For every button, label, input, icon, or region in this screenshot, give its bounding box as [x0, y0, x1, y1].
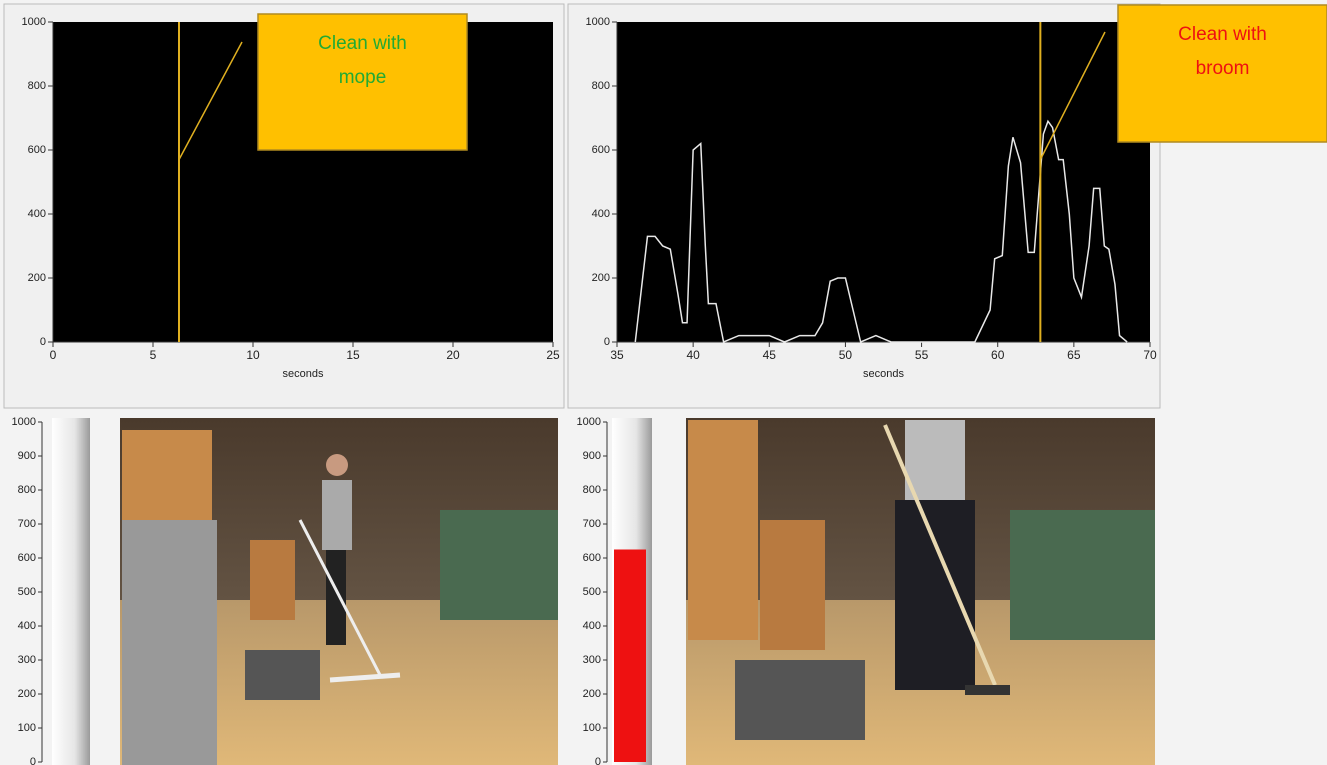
x-tick-label: 40	[686, 348, 700, 362]
gauge-tick-label: 500	[18, 586, 36, 598]
gauge-tick-label: 200	[583, 688, 601, 700]
y-tick-label: 600	[592, 144, 610, 156]
gauge-tube	[52, 418, 90, 765]
plot-area	[617, 22, 1150, 342]
gauge-fill	[614, 549, 646, 762]
y-tick-label: 200	[592, 272, 610, 284]
video-frame	[120, 418, 558, 765]
gauge-tick-label: 600	[583, 552, 601, 564]
annotation-box	[257, 13, 468, 151]
x-axis-label: seconds	[863, 368, 904, 380]
x-tick-label: 60	[991, 348, 1005, 362]
gauge-tick-label: 300	[583, 654, 601, 666]
y-tick-label: 200	[28, 272, 46, 284]
y-tick-label: 0	[604, 336, 610, 348]
annotation-text: Clean with	[1178, 24, 1267, 45]
y-tick-label: 800	[28, 80, 46, 92]
gauge-tick-label: 400	[18, 620, 36, 632]
x-tick-label: 70	[1143, 348, 1157, 362]
y-tick-label: 1000	[586, 16, 610, 28]
gauge-tick-label: 1000	[12, 416, 36, 428]
x-tick-label: 65	[1067, 348, 1081, 362]
gauge-tick-label: 800	[18, 484, 36, 496]
x-tick-label: 20	[446, 348, 460, 362]
x-tick-label: 0	[50, 348, 57, 362]
y-tick-label: 600	[28, 144, 46, 156]
annotation-text: Clean with	[318, 33, 407, 54]
y-tick-label: 400	[28, 208, 46, 220]
video-frame	[686, 418, 1155, 765]
gauge-tick-label: 300	[18, 654, 36, 666]
x-tick-label: 25	[546, 348, 560, 362]
gauge-tick-label: 1000	[577, 416, 601, 428]
gauge-tick-label: 500	[583, 586, 601, 598]
y-tick-label: 400	[592, 208, 610, 220]
data-line	[634, 119, 1128, 344]
annotation-text: broom	[1196, 58, 1250, 79]
gauge-tick-label: 100	[583, 722, 601, 734]
leader-line	[178, 41, 243, 160]
annotation-box	[1117, 4, 1327, 143]
gauge-tick-label: 600	[18, 552, 36, 564]
gauge-tick-label: 0	[30, 756, 36, 765]
gauge-tick-label: 400	[583, 620, 601, 632]
gauge-tick-label: 900	[18, 450, 36, 462]
annotation-text: mope	[339, 67, 387, 88]
gauge-tick-label: 900	[583, 450, 601, 462]
x-tick-label: 55	[915, 348, 929, 362]
x-tick-label: 15	[346, 348, 360, 362]
gauge-tick-label: 800	[583, 484, 601, 496]
gauge-tick-label: 100	[18, 722, 36, 734]
gauge-tick-label: 0	[595, 756, 601, 765]
x-tick-label: 5	[150, 348, 157, 362]
y-tick-label: 0	[40, 336, 46, 348]
leader-line	[1039, 31, 1106, 160]
x-tick-label: 35	[610, 348, 624, 362]
gauge-tick-label: 700	[18, 518, 36, 530]
x-tick-label: 50	[839, 348, 853, 362]
gauge-tick-label: 700	[583, 518, 601, 530]
x-tick-label: 10	[246, 348, 260, 362]
y-tick-label: 1000	[22, 16, 46, 28]
x-axis-label: seconds	[283, 368, 324, 380]
gauge-tick-label: 200	[18, 688, 36, 700]
y-tick-label: 800	[592, 80, 610, 92]
x-tick-label: 45	[763, 348, 777, 362]
